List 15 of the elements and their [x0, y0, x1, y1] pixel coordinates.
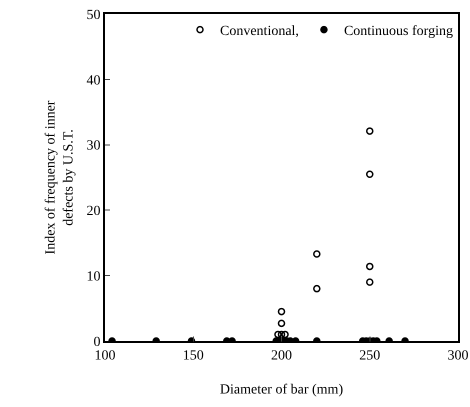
legend-label: Continuous forging: [344, 24, 453, 40]
y-tick-label: 0: [93, 334, 100, 350]
y-tick-label: 30: [86, 138, 100, 154]
y-tick-label: 40: [86, 73, 100, 88]
x-axis-title: Diameter of bar (mm): [220, 382, 344, 398]
x-tick-label: 200: [271, 348, 292, 364]
x-tick-label: 150: [182, 348, 204, 364]
y-tick-label: 20: [86, 204, 100, 220]
legend-label: Conventional,: [220, 24, 299, 40]
y-tick-label: 50: [86, 8, 100, 23]
y-tick-label: 10: [86, 270, 100, 284]
x-tick-label: 250: [359, 348, 380, 364]
x-tick-label: 100: [94, 348, 116, 364]
y-axis-title: Index of frequency of inner defects by U.S.T.: [43, 100, 77, 254]
x-tick-label: 300: [448, 348, 468, 364]
